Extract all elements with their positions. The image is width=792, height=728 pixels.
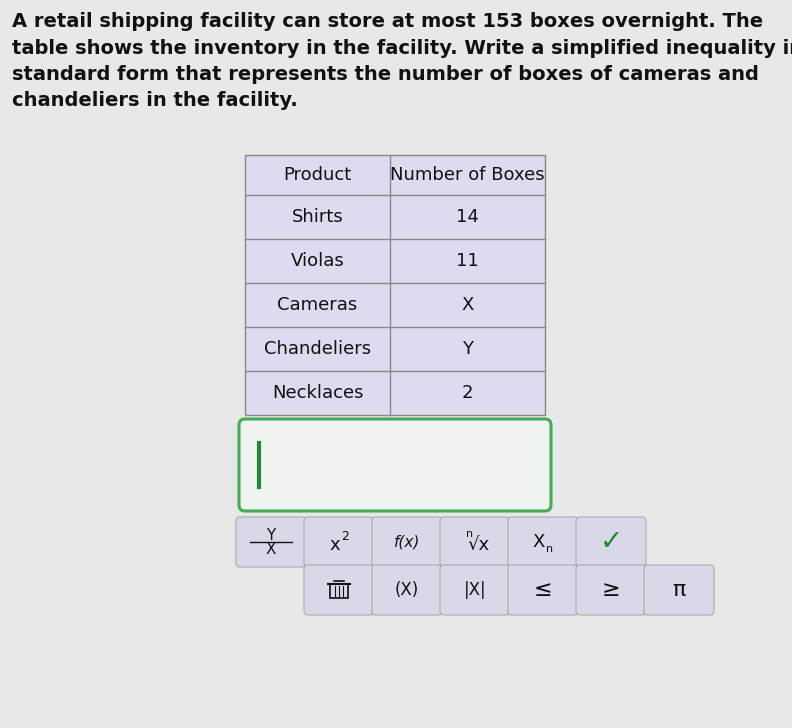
Text: Shirts: Shirts	[291, 208, 344, 226]
Text: 2: 2	[341, 531, 349, 544]
Text: Cameras: Cameras	[277, 296, 358, 314]
Text: Y: Y	[266, 528, 276, 542]
Text: X: X	[266, 542, 276, 556]
Text: Product: Product	[284, 166, 352, 184]
FancyBboxPatch shape	[236, 517, 306, 567]
FancyBboxPatch shape	[508, 565, 578, 615]
Text: n: n	[546, 544, 554, 554]
Text: x: x	[329, 536, 341, 554]
Text: ≥: ≥	[602, 580, 620, 600]
Text: √x: √x	[468, 536, 490, 554]
FancyBboxPatch shape	[304, 565, 374, 615]
Text: π: π	[672, 580, 686, 600]
Text: ≤: ≤	[534, 580, 552, 600]
Text: X: X	[461, 296, 474, 314]
Bar	[245, 155, 545, 415]
Text: f(x): f(x)	[394, 534, 421, 550]
FancyBboxPatch shape	[372, 565, 442, 615]
FancyBboxPatch shape	[372, 517, 442, 567]
Text: |X|: |X|	[463, 581, 486, 599]
Text: 2: 2	[462, 384, 474, 402]
Text: n: n	[466, 529, 474, 539]
Text: (X): (X)	[395, 581, 419, 599]
Text: A retail shipping facility can store at most 153 boxes overnight. The
table show: A retail shipping facility can store at …	[12, 12, 792, 111]
Text: Chandeliers: Chandeliers	[264, 340, 371, 358]
FancyBboxPatch shape	[576, 565, 646, 615]
Text: 11: 11	[456, 252, 479, 270]
FancyBboxPatch shape	[644, 565, 714, 615]
FancyBboxPatch shape	[576, 517, 646, 567]
Text: Number of Boxes: Number of Boxes	[390, 166, 545, 184]
Text: X: X	[533, 533, 545, 551]
Text: ✓: ✓	[600, 528, 623, 556]
Text: Necklaces: Necklaces	[272, 384, 364, 402]
Text: Violas: Violas	[291, 252, 345, 270]
Bar	[330, 584, 348, 598]
FancyBboxPatch shape	[239, 419, 551, 511]
FancyBboxPatch shape	[508, 517, 578, 567]
Text: Y: Y	[462, 340, 473, 358]
FancyBboxPatch shape	[304, 517, 374, 567]
FancyBboxPatch shape	[440, 517, 510, 567]
Bar	[245, 155, 545, 415]
Text: 14: 14	[456, 208, 479, 226]
FancyBboxPatch shape	[440, 565, 510, 615]
